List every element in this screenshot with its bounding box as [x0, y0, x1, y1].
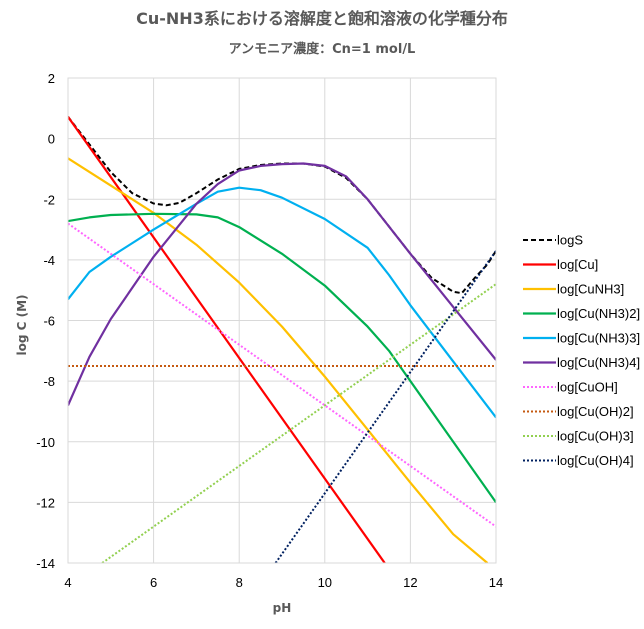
- series-line-4: [68, 186, 496, 419]
- series-line-5: [68, 162, 496, 406]
- legend-label: log[Cu(OH)2]: [557, 404, 634, 419]
- legend-label: log[Cu(NH3)4]: [557, 355, 640, 370]
- series-line-6: [68, 222, 496, 528]
- gridlines: [67, 77, 497, 564]
- y-tick-label: -8: [43, 374, 55, 389]
- x-tick-label: 12: [403, 575, 417, 590]
- series-line-9: [274, 250, 496, 563]
- legend-label: logS: [557, 233, 583, 248]
- y-tick-label: 0: [48, 132, 55, 147]
- x-tick-label: 4: [64, 575, 71, 590]
- x-tick-label: 6: [150, 575, 157, 590]
- y-tick-label: 2: [48, 71, 55, 86]
- legend-label: log[Cu(OH)3]: [557, 429, 634, 444]
- y-tick-label: -12: [36, 495, 55, 510]
- series-lines: [68, 116, 496, 563]
- y-tick-label: -2: [43, 192, 55, 207]
- tick-labels: 4 6 8 10 12 14 2 0 -2 -4 -6 -8 -10 -12 -14: [36, 71, 503, 590]
- x-tick-label: 8: [236, 575, 243, 590]
- series-line-2: [68, 157, 489, 563]
- legend-label: log[Cu(NH3)3]: [557, 331, 640, 346]
- series-line-0: [68, 116, 496, 295]
- series-line-8: [101, 283, 496, 563]
- legend-label: log[Cu(NH3)2]: [557, 306, 640, 321]
- y-tick-label: -14: [36, 556, 55, 571]
- y-axis-label: log C (M): [15, 294, 29, 355]
- y-tick-label: -10: [36, 435, 55, 450]
- series-line-3: [68, 212, 496, 504]
- chart-title: Cu-NH3系における溶解度と飽和溶液の化学種分布: [136, 9, 508, 28]
- y-tick-label: -6: [43, 314, 55, 329]
- legend: logS log[Cu] log[CuNH3] log[Cu(NH3)2] log[Cu…: [523, 233, 640, 468]
- legend-label: log[CuOH]: [557, 380, 618, 395]
- x-tick-label: 10: [318, 575, 332, 590]
- chart-subtitle: アンモニア濃度：Cn=1 mol/L: [229, 41, 416, 57]
- x-tick-label: 14: [489, 575, 503, 590]
- y-tick-label: -4: [43, 253, 55, 268]
- plot-area: [67, 77, 497, 564]
- legend-label: log[Cu(OH)4]: [557, 453, 634, 468]
- x-axis-label: pH: [273, 601, 292, 615]
- legend-label: log[CuNH3]: [557, 282, 624, 297]
- series-line-1: [68, 116, 386, 563]
- legend-label: log[Cu]: [557, 257, 598, 272]
